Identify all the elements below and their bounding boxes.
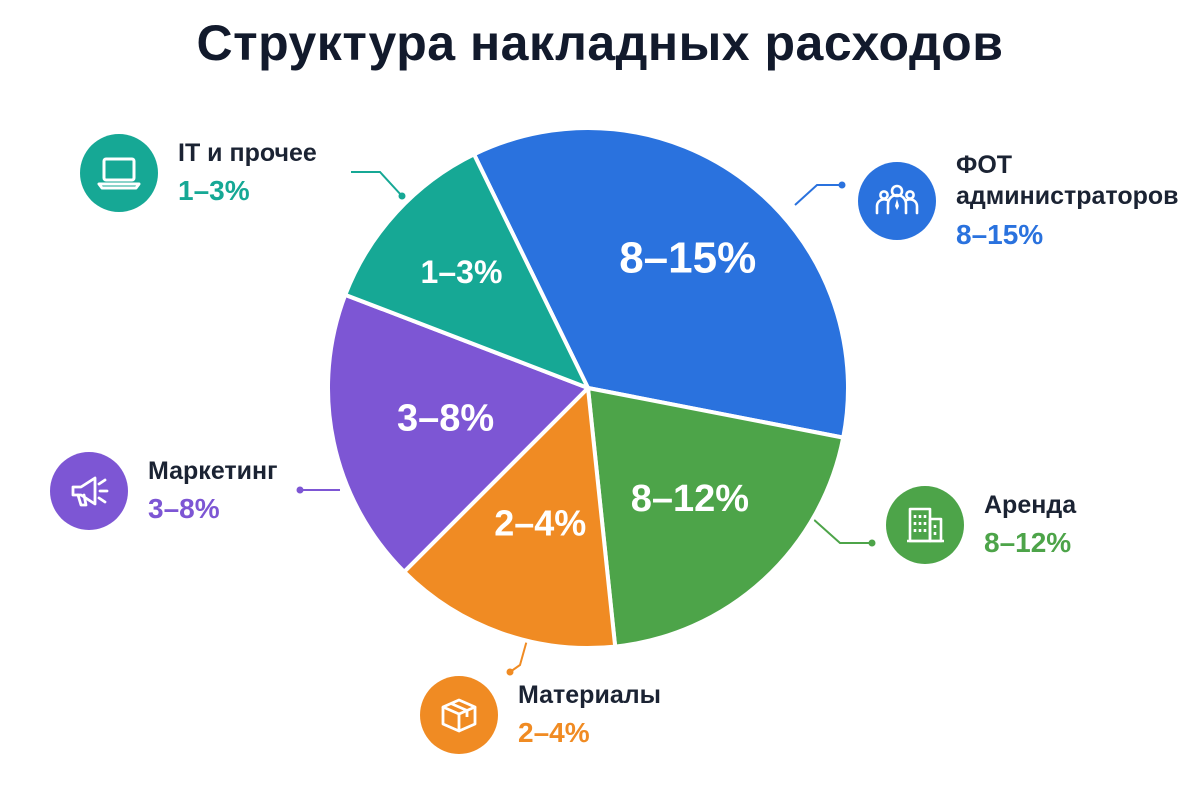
callout-rent-title: Аренда xyxy=(984,490,1077,519)
pie-slice-fot xyxy=(472,126,850,440)
callout-fot: ФОТ администраторов 8–15% xyxy=(858,150,1179,252)
pie-slice-materials xyxy=(402,386,618,650)
callout-rent-badge xyxy=(886,486,964,564)
slice-label-fot: 8–15% xyxy=(619,234,756,283)
callout-rent-value: 8–12% xyxy=(984,527,1072,559)
callout-marketing-title: Маркетинг xyxy=(148,456,278,485)
callout-marketing-value: 3–8% xyxy=(148,493,220,525)
chart-title: Структура накладных расходов xyxy=(196,15,1004,71)
megaphone-icon xyxy=(71,476,109,507)
connector-dot-it xyxy=(398,192,406,200)
slice-label-rent: 8–12% xyxy=(631,478,749,520)
pie-slice-rent xyxy=(586,386,846,649)
pie-slice-it xyxy=(343,152,590,390)
connector-dot-fot xyxy=(838,181,846,189)
connector-fot xyxy=(794,184,842,206)
slice-label-it: 1–3% xyxy=(421,254,503,290)
slice-label-materials: 2–4% xyxy=(494,502,586,543)
laptop-icon xyxy=(97,157,141,190)
connector-rent xyxy=(811,517,872,544)
callout-it: IT и прочее 1–3% xyxy=(80,134,317,212)
callout-fot-badge xyxy=(858,161,936,240)
callout-marketing: Маркетинг 3–8% xyxy=(50,452,278,530)
connector-materials xyxy=(509,639,528,673)
callout-materials: Материалы 2–4% xyxy=(420,676,661,754)
callout-it-title: IT и прочее xyxy=(178,138,317,167)
connector-dot-marketing xyxy=(296,486,304,494)
pie-slices xyxy=(326,126,850,650)
connector-lines xyxy=(296,171,876,676)
callout-fot-title: ФОТ администраторов xyxy=(956,151,1179,211)
callout-it-value: 1–3% xyxy=(178,175,250,207)
slice-labels: 8–15% 8–12% 2–4% 3–8% 1–3% xyxy=(397,234,756,544)
slice-label-marketing: 3–8% xyxy=(397,397,494,439)
callout-it-badge xyxy=(80,134,158,212)
callout-fot-value: 8–15% xyxy=(956,218,1044,250)
callout-marketing-badge xyxy=(50,452,128,530)
connector-dot-rent xyxy=(868,539,876,547)
callout-materials-title: Материалы xyxy=(518,680,661,709)
callout-materials-value: 2–4% xyxy=(518,717,590,749)
building-icon xyxy=(907,507,944,543)
team-icon xyxy=(875,184,919,215)
box-icon xyxy=(441,698,477,733)
connector-it xyxy=(351,171,403,197)
callout-rent: Аренда 8–12% xyxy=(886,486,1076,564)
connector-dot-materials xyxy=(506,668,514,676)
callout-materials-badge xyxy=(420,676,498,754)
